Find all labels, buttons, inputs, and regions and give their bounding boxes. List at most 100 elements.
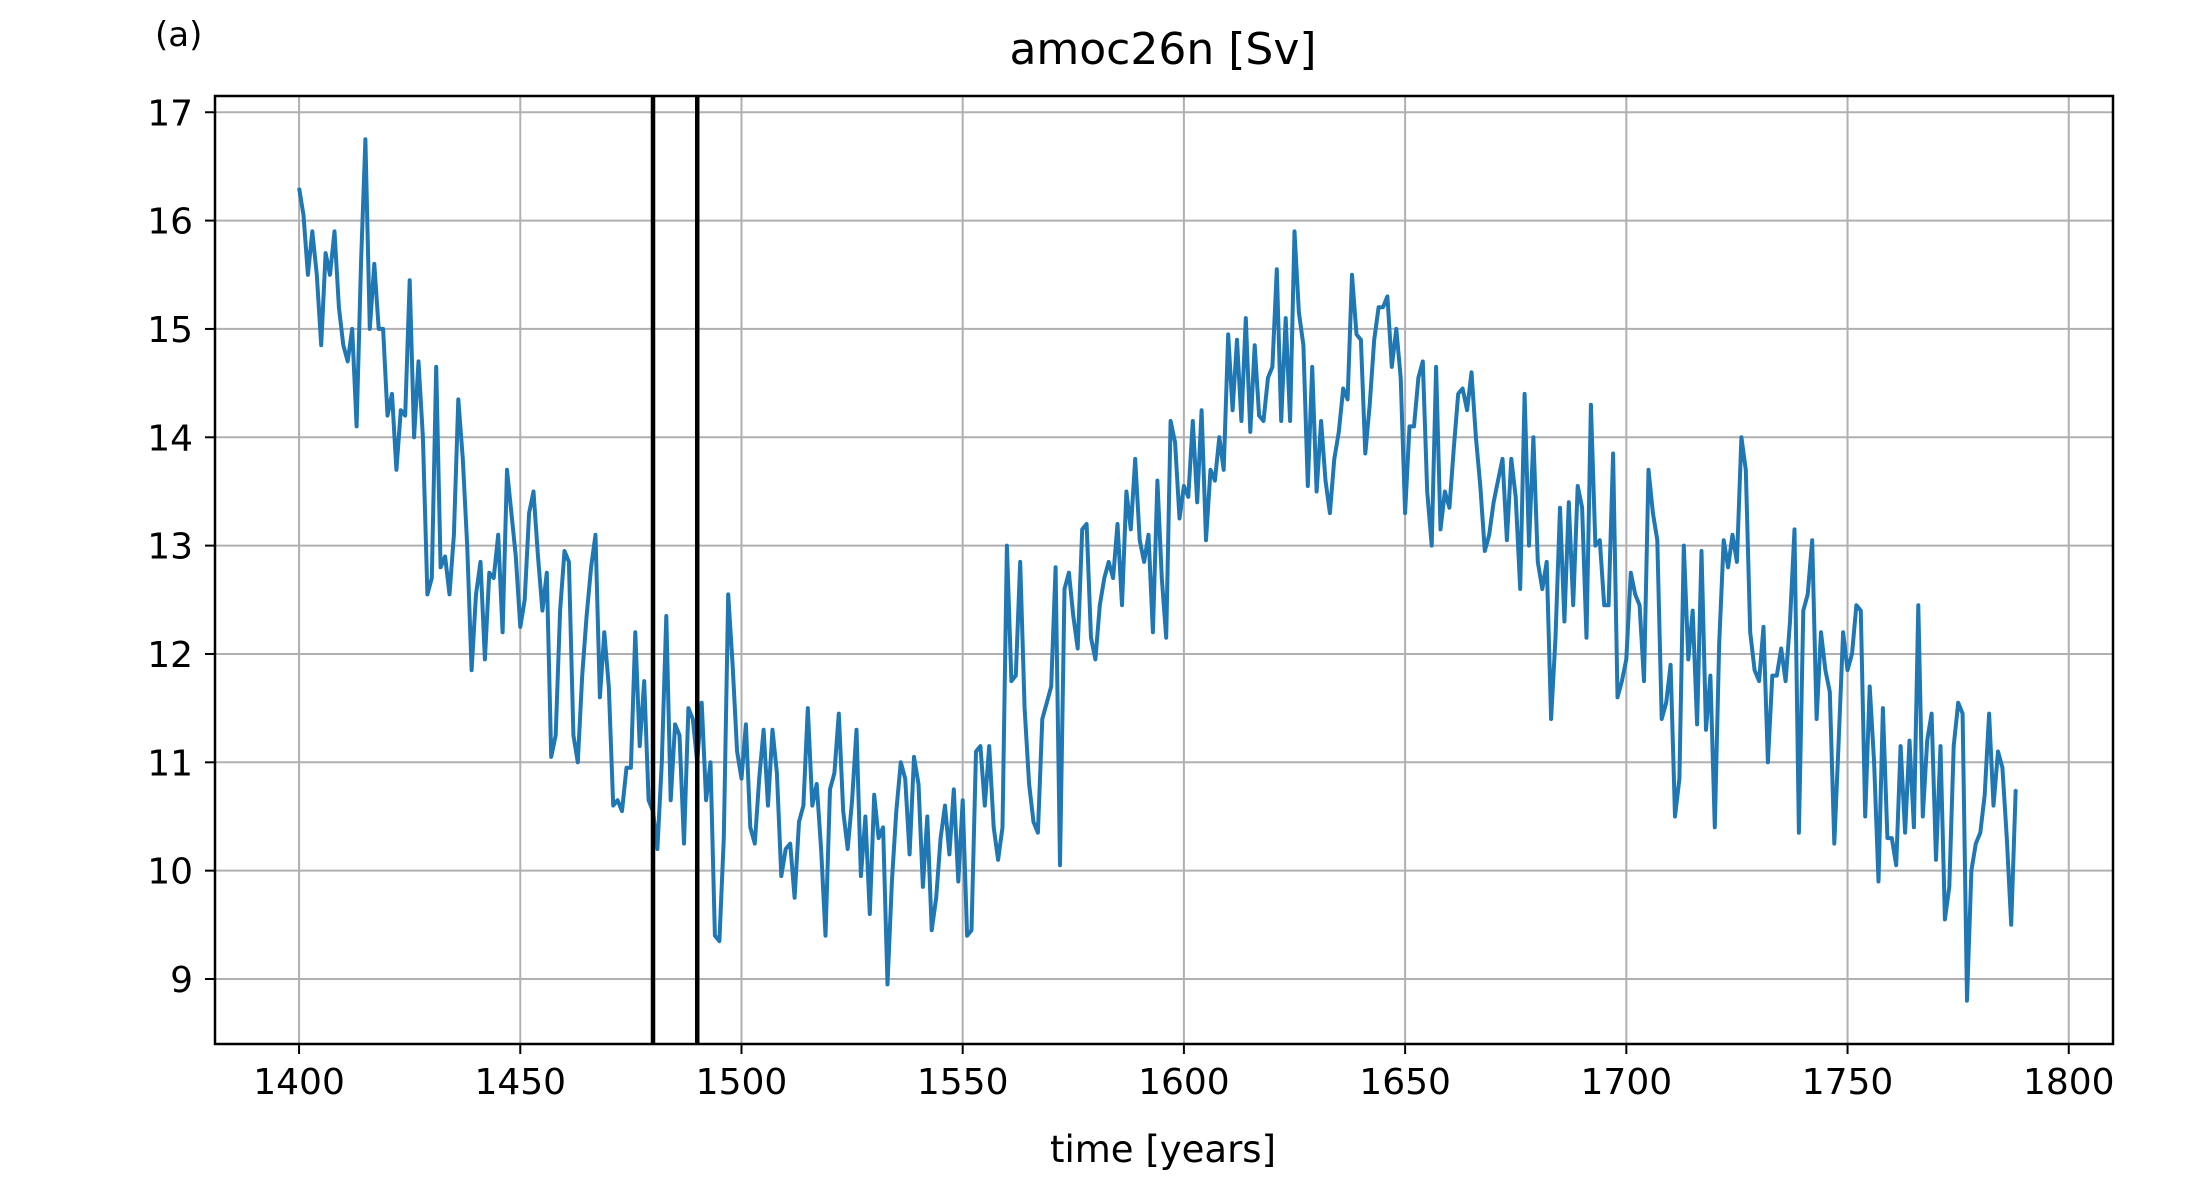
data-point	[1913, 826, 1915, 829]
data-point	[1107, 561, 1110, 563]
data-point	[1355, 333, 1358, 336]
data-point	[984, 804, 986, 807]
data-point	[1280, 420, 1282, 422]
data-point	[1824, 669, 1827, 671]
data-point	[895, 810, 898, 812]
data-point	[333, 230, 336, 233]
data-point	[413, 436, 415, 439]
data-point	[1169, 420, 1172, 422]
data-point	[1165, 636, 1167, 639]
data-point	[1594, 544, 1597, 547]
data-point	[1599, 539, 1601, 541]
data-point	[913, 756, 915, 758]
data-point	[1700, 550, 1703, 552]
data-point	[798, 821, 800, 823]
data-point	[1997, 750, 1999, 753]
data-point	[877, 837, 880, 839]
data-point	[851, 799, 853, 801]
data-point	[1621, 680, 1623, 682]
data-point	[1864, 815, 1866, 818]
data-point	[754, 842, 756, 845]
data-point	[439, 566, 442, 569]
data-point	[563, 550, 566, 552]
data-point	[1882, 707, 1884, 709]
data-point	[1696, 723, 1698, 726]
y-tick-label: 16	[147, 202, 193, 243]
data-point	[1545, 561, 1548, 563]
data-point	[621, 810, 623, 812]
data-point	[1581, 506, 1583, 509]
data-point	[1798, 831, 1800, 834]
data-point	[846, 848, 849, 850]
data-point	[1214, 479, 1216, 482]
data-point	[1652, 512, 1654, 514]
data-point	[1466, 409, 1468, 412]
data-point	[1705, 729, 1707, 731]
data-point	[1961, 712, 1964, 715]
data-point	[1656, 539, 1659, 541]
data-point	[364, 138, 367, 141]
data-point	[705, 799, 707, 801]
data-point	[1860, 609, 1862, 612]
data-point	[404, 414, 407, 417]
x-tick-label: 1800	[2023, 1062, 2115, 1103]
data-point	[1722, 539, 1725, 541]
data-point	[1780, 647, 1782, 650]
data-point	[1408, 425, 1411, 428]
data-point	[590, 566, 592, 569]
data-point	[842, 810, 844, 812]
data-point	[891, 880, 893, 883]
data-point	[316, 274, 318, 276]
data-point	[1975, 842, 1977, 845]
data-point	[422, 436, 424, 439]
data-point	[784, 848, 787, 850]
data-point	[1302, 344, 1305, 347]
data-point	[1231, 409, 1234, 412]
data-point	[948, 853, 951, 856]
data-point	[1222, 469, 1225, 471]
data-point	[1085, 523, 1088, 525]
data-point	[1537, 561, 1539, 563]
panel-label: (a)	[155, 15, 202, 55]
data-point	[1192, 420, 1194, 422]
data-point	[908, 853, 911, 856]
data-point	[1430, 544, 1433, 547]
data-point	[1501, 458, 1504, 460]
data-point	[1249, 431, 1252, 433]
y-tick-label: 17	[147, 93, 193, 134]
data-point	[992, 826, 995, 829]
data-point	[926, 815, 929, 818]
data-point	[1236, 339, 1238, 341]
data-point	[585, 615, 588, 617]
data-point	[1514, 496, 1517, 498]
data-point	[745, 723, 747, 726]
data-point	[1028, 783, 1030, 785]
data-point	[1718, 642, 1720, 644]
data-point	[1112, 577, 1114, 579]
data-point	[311, 230, 314, 233]
x-tick-label: 1500	[696, 1062, 788, 1103]
y-tick-label: 13	[147, 527, 193, 568]
data-point	[1205, 539, 1207, 541]
data-point	[683, 842, 685, 845]
data-point	[1147, 534, 1150, 536]
data-point	[815, 783, 818, 785]
data-point	[1944, 918, 1946, 921]
data-point	[501, 631, 504, 634]
data-point	[1939, 745, 1942, 747]
data-point	[930, 929, 933, 931]
data-point	[723, 837, 725, 839]
data-point	[1218, 436, 1221, 439]
data-point	[1019, 561, 1021, 563]
data-point	[1404, 512, 1406, 514]
data-point	[1271, 366, 1274, 368]
data-point	[731, 664, 734, 666]
data-point	[1333, 458, 1336, 460]
data-point	[1444, 490, 1446, 493]
data-point	[1904, 831, 1906, 834]
data-point	[961, 799, 964, 801]
data-point	[855, 729, 858, 731]
data-point	[528, 512, 530, 514]
data-point	[373, 263, 376, 265]
